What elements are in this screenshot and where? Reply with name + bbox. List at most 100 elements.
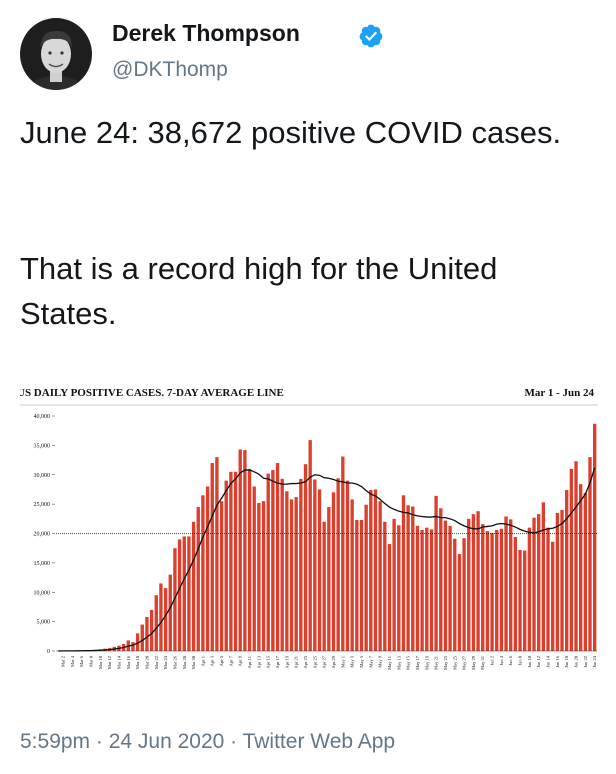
bar: [551, 541, 555, 651]
bar: [243, 450, 247, 651]
x-tick-label: Jun 10: [527, 655, 532, 668]
bar: [261, 501, 266, 651]
bar: [578, 484, 583, 651]
bar: [271, 470, 275, 651]
bar: [504, 516, 508, 651]
timestamp[interactable]: 5:59pm · 24 Jun 2020 · Twitter Web App: [20, 730, 396, 753]
display-name[interactable]: Derek Thompson: [112, 20, 300, 46]
x-tick-label: May 7: [368, 655, 373, 667]
x-tick-label: Apr 11: [247, 656, 252, 668]
bar: [476, 511, 480, 651]
y-tick-label: 30,000: [34, 473, 51, 479]
x-tick-label: Mar 4: [70, 655, 75, 667]
x-tick-label: Jun 18: [564, 655, 569, 668]
bar: [201, 495, 205, 651]
y-tick-label: 0: [47, 649, 50, 655]
bar: [373, 489, 378, 651]
bar: [420, 529, 424, 651]
bar: [294, 497, 298, 651]
bar: [289, 499, 294, 651]
bar: [308, 440, 312, 651]
bar: [509, 519, 513, 651]
bar: [588, 457, 592, 651]
chart-title: US DAILY POSITIVE CASES. 7-DAY AVERAGE L…: [20, 387, 284, 399]
bar: [532, 517, 536, 651]
bar: [434, 495, 438, 651]
bar: [397, 525, 401, 651]
bar: [313, 479, 317, 651]
x-tick-label: May 1: [340, 656, 345, 668]
tweet-text: That is a record high for the United Sta…: [20, 251, 498, 331]
x-tick-label: Apr 23: [303, 655, 308, 668]
bar: [247, 468, 252, 651]
bar: [401, 495, 406, 651]
bar: [387, 544, 392, 651]
x-tick-label: Mar 22: [154, 656, 159, 669]
bar: [378, 501, 382, 651]
x-tick-label: Mar 2: [60, 656, 65, 667]
bar: [336, 478, 340, 651]
x-tick-label: May 17: [415, 655, 420, 670]
y-tick-label: 25,000: [34, 502, 51, 508]
bar: [565, 490, 569, 651]
bar: [145, 616, 149, 651]
bar: [210, 463, 214, 651]
average-line: [58, 467, 596, 652]
x-tick-label: May 27: [462, 655, 467, 670]
bar: [560, 510, 564, 651]
bar: [429, 529, 434, 651]
avatar[interactable]: [20, 18, 92, 90]
bar: [229, 471, 233, 651]
y-tick-label: 5,000: [37, 620, 51, 626]
bar: [546, 527, 550, 651]
bar: [187, 536, 191, 651]
bar: [481, 524, 485, 651]
bar: [583, 492, 588, 651]
x-tick-label: Jun 2: [490, 656, 495, 666]
bar: [327, 507, 331, 651]
bar: [257, 502, 261, 651]
x-tick-label: Jun 14: [546, 655, 551, 668]
x-tick-label: May 5: [359, 655, 364, 667]
x-tick-label: Mar 18: [135, 655, 140, 669]
bar: [490, 532, 494, 651]
bar: [518, 549, 522, 651]
bar: [233, 471, 238, 651]
bar: [527, 527, 532, 651]
x-tick-label: Mar 26: [172, 655, 177, 669]
bar: [574, 461, 578, 651]
verified-badge: [359, 24, 383, 48]
y-tick-label: 10,000: [34, 590, 51, 596]
x-tick-label: May 15: [406, 655, 411, 670]
x-tick-label: Jun 22: [583, 656, 588, 668]
tweet-text: June 24: 38,672 positive COVID cases.: [20, 115, 562, 150]
x-tick-label: Mar 28: [182, 655, 187, 669]
x-tick-label: Jun 6: [508, 655, 513, 665]
bar: [537, 514, 541, 651]
x-tick-label: Mar 8: [88, 655, 93, 667]
bar: [569, 468, 574, 651]
x-tick-label: Jun 12: [536, 656, 541, 668]
y-tick-label: 35,000: [34, 443, 51, 449]
x-tick-label: Apr 29: [331, 655, 336, 668]
x-tick-label: Mar 30: [191, 655, 196, 669]
x-tick-label: Apr 25: [312, 655, 317, 668]
bar: [448, 525, 452, 651]
bar: [303, 464, 308, 651]
x-tick-label: Mar 16: [126, 655, 131, 669]
bar: [439, 508, 443, 651]
bar: [219, 501, 224, 651]
handle[interactable]: @DKThomp: [112, 58, 228, 81]
x-tick-label: Apr 3: [210, 655, 215, 666]
bar: [345, 480, 350, 651]
x-tick-label: Jun 8: [518, 655, 523, 665]
bar: [131, 642, 135, 651]
chart[interactable]: US DAILY POSITIVE CASES. 7-DAY AVERAGE L…: [20, 378, 598, 690]
x-tick-label: May 9: [378, 655, 383, 667]
bar: [140, 624, 144, 651]
x-tick-label: May 29: [471, 655, 476, 670]
chart-subtitle: Mar 1 - Jun 24: [525, 387, 595, 399]
x-tick-label: Apr 9: [238, 655, 243, 666]
bar: [369, 490, 373, 651]
